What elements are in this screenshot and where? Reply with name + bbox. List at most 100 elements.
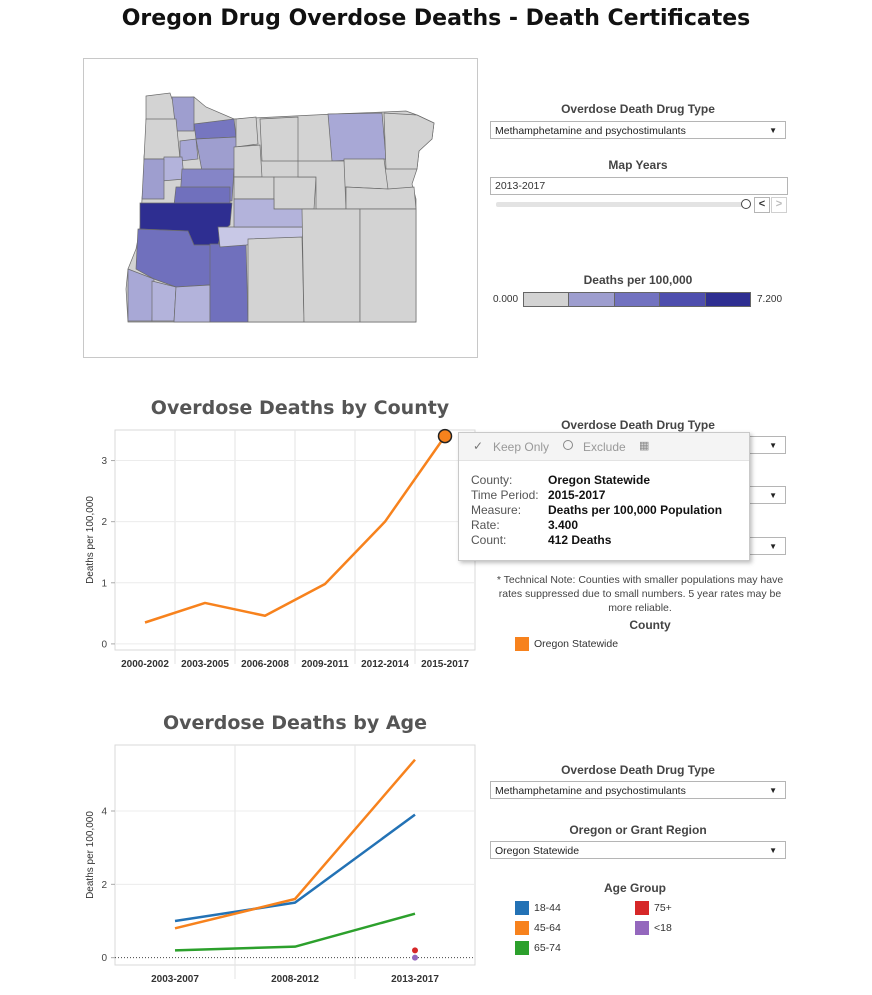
county-shape-hood[interactable]	[235, 116, 259, 148]
previous-arrow-icon[interactable]: <	[754, 197, 770, 213]
plot-area	[114, 744, 476, 966]
x-tick-label: 2008-2012	[271, 974, 319, 985]
county-shape-harney[interactable]	[301, 208, 361, 323]
scale-label: Deaths per 100,000	[583, 273, 693, 287]
series-line-0[interactable]	[144, 435, 447, 624]
y-tick-label: 0	[101, 639, 107, 650]
county-chart[interactable]: 0 1 2 3 Deaths per 100,000 2000-2002 2003-2005…	[80, 425, 480, 675]
tooltip-key: Rate:	[471, 518, 500, 532]
tooltip-row-measure: Measure: Deaths per 100,000 Population	[459, 503, 749, 518]
x-tick-label: 2009-2011	[301, 659, 349, 670]
page-title: Oregon Drug Overdose Deaths - Death Cert…	[121, 6, 751, 31]
map-years-slider-thumb[interactable]	[741, 199, 751, 209]
county-shape-crook[interactable]	[273, 176, 317, 210]
tooltip-value: Deaths per 100,000 Population	[548, 503, 723, 517]
chevron-down-icon: ▼	[769, 846, 777, 855]
x-tick-label: 2015-2017	[421, 659, 469, 670]
series-point-3[interactable]	[412, 947, 418, 954]
legend-swatch-18-44[interactable]	[515, 901, 529, 915]
series-line-2[interactable]	[174, 912, 416, 952]
county-drug-type-select[interactable]: ▼	[740, 436, 786, 454]
legend-swatch-oregon-statewide[interactable]	[515, 637, 529, 651]
legend-swatch-under-18[interactable]	[635, 921, 649, 935]
x-tick-label: 2003-2007	[151, 974, 199, 985]
tooltip-row-county: County: Oregon Statewide	[459, 473, 749, 488]
county-shape-malheur[interactable]	[359, 208, 417, 323]
county-shape-morrow[interactable]	[259, 116, 299, 162]
county-shape-jefferson[interactable]	[233, 176, 275, 200]
age-region-select[interactable]: Oregon Statewide ▼	[490, 841, 786, 859]
county-shape-wallowa[interactable]	[383, 112, 435, 170]
county-shape-yamhill[interactable]	[161, 156, 185, 182]
county-chart-title: Overdose Deaths by County	[150, 397, 450, 419]
county-shape-josephine[interactable]	[173, 284, 211, 323]
tooltip-row-rate: Rate: 3.400	[459, 518, 749, 533]
county-shape-washington[interactable]	[179, 138, 199, 162]
county-shape-baker[interactable]	[345, 186, 417, 210]
county-shape-union[interactable]	[343, 158, 389, 190]
county-shape-tillamook[interactable]	[143, 118, 181, 160]
legend-label-under-18: <18	[654, 922, 672, 934]
tooltip-row-count: Count: 412 Deaths	[459, 533, 749, 548]
county-shape-polk[interactable]	[141, 158, 165, 200]
scale-step-5	[705, 293, 751, 306]
age-chart-title: Overdose Deaths by Age	[162, 712, 428, 734]
map-drug-type-label: Overdose Death Drug Type	[561, 102, 715, 116]
y-tick-label: 4	[101, 807, 107, 818]
legend-swatch-75-plus[interactable]	[635, 901, 649, 915]
legend-swatch-65-74[interactable]	[515, 941, 529, 955]
view-data-icon[interactable]: ▦	[639, 440, 650, 452]
county-shape-curry[interactable]	[151, 280, 177, 322]
age-drug-type-select[interactable]: Methamphetamine and psychostimulants ▼	[490, 781, 786, 799]
map-drug-type-select[interactable]: Methamphetamine and psychostimulants ▼	[490, 121, 786, 139]
chevron-down-icon: ▼	[769, 542, 777, 551]
y-axis-label: Deaths per 100,000	[85, 496, 96, 584]
county-county-select[interactable]: ▼	[740, 537, 786, 555]
map-years-field[interactable]: 2013-2017	[490, 177, 788, 195]
tooltip-key: Time Period:	[471, 488, 539, 502]
color-scale-bar	[523, 292, 751, 307]
y-tick-label: 2	[101, 517, 107, 528]
series-point-4[interactable]	[412, 954, 418, 961]
keep-only-button[interactable]: Keep Only	[493, 440, 550, 454]
scale-step-3	[614, 293, 661, 306]
oregon-map-svg[interactable]	[84, 59, 477, 357]
chevron-down-icon: ▼	[769, 491, 777, 500]
technical-note: * Technical Note: Counties with smaller …	[496, 574, 784, 614]
age-legend-title: Age Group	[604, 881, 666, 895]
oregon-county-map[interactable]	[83, 58, 478, 358]
legend-label-oregon-statewide: Oregon Statewide	[534, 638, 619, 650]
tooltip-key: Measure:	[471, 503, 522, 517]
county-drug-type-label: Overdose Death Drug Type	[561, 418, 715, 432]
county-shape-clackamas[interactable]	[195, 136, 239, 172]
legend-swatch-45-64[interactable]	[515, 921, 529, 935]
age-chart[interactable]: 0 2 4 Deaths per 100,000 2003-2007 2008-2012 2…	[80, 740, 480, 990]
x-tick-label: 2013-2017	[391, 974, 439, 985]
highlighted-point[interactable]	[437, 428, 453, 444]
county-shape-wasco[interactable]	[233, 144, 263, 178]
exclude-button[interactable]: Exclude	[583, 440, 626, 454]
legend-label-65-74: 65-74	[534, 942, 561, 954]
y-tick-label: 0	[101, 953, 107, 964]
y-axis-label: Deaths per 100,000	[85, 811, 96, 899]
county-shape-linn[interactable]	[173, 186, 231, 206]
next-arrow-icon[interactable]: >	[771, 197, 787, 213]
age-drug-type-value: Methamphetamine and psychostimulants	[495, 785, 686, 797]
map-years-slider-track[interactable]	[496, 202, 750, 207]
legend-label-75-plus: 75+	[654, 902, 672, 914]
exclude-icon[interactable]	[563, 440, 573, 450]
county-shape-lake[interactable]	[247, 236, 305, 323]
tooltip-toolbar: ✓ Keep Only Exclude ▦	[459, 433, 749, 461]
series-line-0[interactable]	[174, 813, 416, 923]
x-tick-label: 2000-2002	[121, 659, 169, 670]
checkmark-icon[interactable]: ✓	[473, 439, 484, 453]
x-tick-label: 2006-2008	[241, 659, 289, 670]
legend-label-45-64: 45-64	[534, 922, 561, 934]
tooltip-key: County:	[471, 473, 513, 487]
tooltip-key: Count:	[471, 533, 507, 547]
y-tick-label: 3	[101, 456, 107, 467]
county-shape-umatilla[interactable]	[327, 112, 387, 162]
series-line-1[interactable]	[174, 758, 416, 930]
county-shape-jackson[interactable]	[209, 243, 249, 323]
x-tick-label: 2003-2005	[181, 659, 229, 670]
